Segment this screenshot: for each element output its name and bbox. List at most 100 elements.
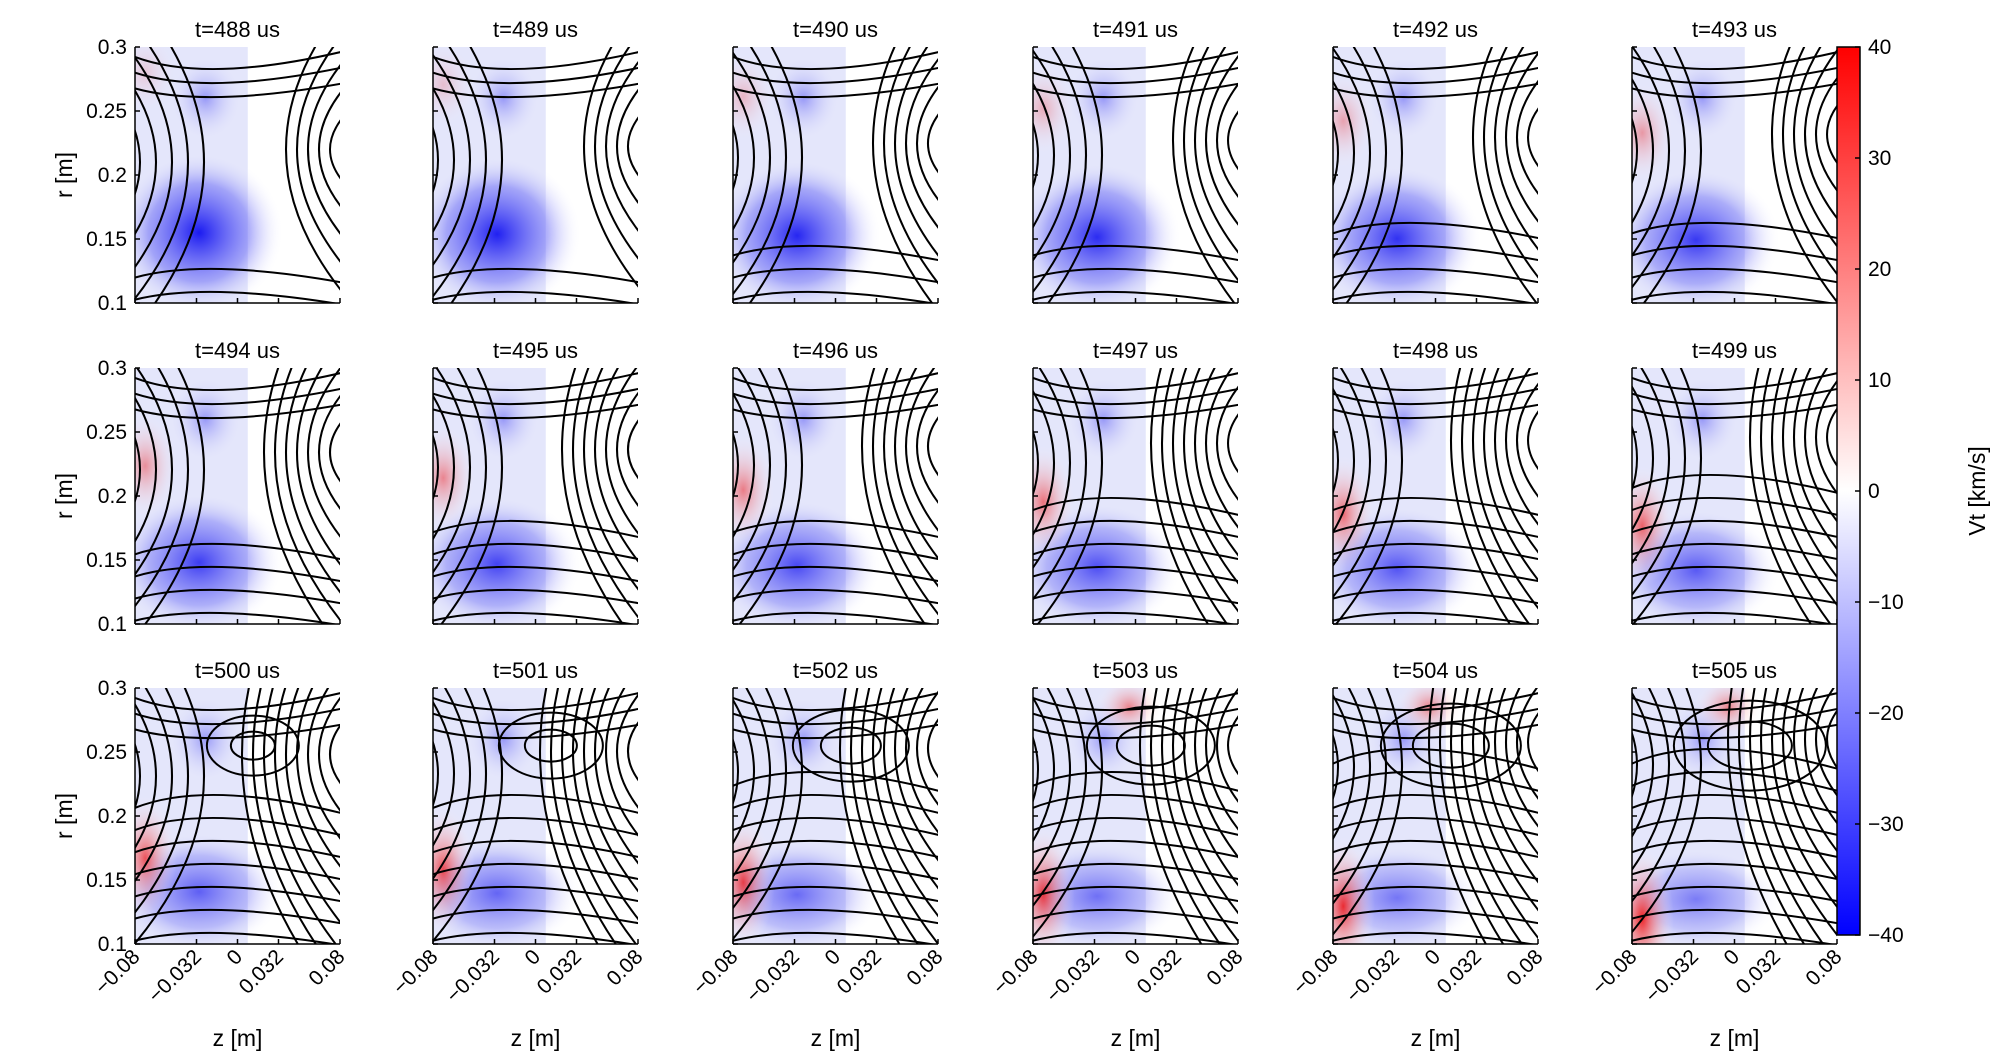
panel-title: t=504 us bbox=[1393, 658, 1478, 683]
x-tick-label: 0.08 bbox=[1801, 945, 1846, 990]
positive-velocity-region bbox=[1033, 444, 1075, 560]
panel-9: t=497 us bbox=[1032, 338, 1239, 625]
panel-title: t=490 us bbox=[793, 17, 878, 42]
heatmap bbox=[433, 688, 582, 944]
negative-velocity-region bbox=[166, 52, 245, 145]
panel-plot-area bbox=[433, 368, 638, 624]
colorbar-ticks: 40 30 20 10 0 −10 −20 −30 −40 bbox=[1855, 36, 1904, 947]
colorbar-tick-label: −10 bbox=[1868, 591, 1904, 614]
panel-3: t=491 us bbox=[1032, 17, 1239, 304]
x-axis-label: z [m] bbox=[1710, 1025, 1760, 1051]
panel-title: t=488 us bbox=[195, 17, 280, 42]
panel-title: t=501 us bbox=[493, 658, 578, 683]
flux-contours bbox=[135, 47, 340, 303]
panel-10: t=498 us bbox=[1332, 338, 1539, 625]
panel-title: t=500 us bbox=[195, 658, 280, 683]
x-tick-label: 0.08 bbox=[1202, 945, 1247, 990]
flux-contours bbox=[433, 688, 638, 944]
y-tick-label: 0.1 bbox=[98, 292, 127, 315]
x-tick-label: −0.08 bbox=[389, 945, 443, 999]
panel-plot-area bbox=[1033, 688, 1238, 944]
x-tick-label: 0 bbox=[1421, 945, 1446, 970]
panel-plot-area bbox=[1333, 368, 1538, 624]
colorbar-tick-label: 0 bbox=[1868, 480, 1880, 503]
x-tick-label: −0.032 bbox=[1342, 945, 1404, 1007]
colorbar-tick-label: −30 bbox=[1868, 813, 1904, 836]
heatmap bbox=[733, 368, 882, 624]
positive-velocity-region bbox=[1395, 688, 1463, 738]
panel-plot-area bbox=[1333, 688, 1538, 944]
panel-plot-area bbox=[433, 47, 638, 303]
panel-title: t=495 us bbox=[493, 338, 578, 363]
y-tick-label: 0.15 bbox=[86, 549, 127, 572]
heatmap bbox=[1333, 47, 1482, 303]
panel-plot-area bbox=[733, 688, 938, 944]
negative-velocity-region bbox=[1364, 52, 1443, 145]
y-tick-label: 0.15 bbox=[86, 228, 127, 251]
colorbar-tick-label: 10 bbox=[1868, 369, 1891, 392]
x-tick-label: −0.032 bbox=[1042, 945, 1104, 1007]
x-tick-label: 0.032 bbox=[1433, 945, 1486, 998]
x-tick-label: −0.032 bbox=[742, 945, 804, 1007]
positive-velocity-region bbox=[135, 47, 177, 114]
panel-title: t=489 us bbox=[493, 17, 578, 42]
colorbar: 40 30 20 10 0 −10 −20 −30 −40 Vt [km/s] bbox=[1836, 36, 1990, 947]
heatmap bbox=[733, 47, 882, 303]
colorbar-label: Vt [km/s] bbox=[1964, 446, 1990, 535]
flux-contours bbox=[433, 47, 638, 303]
panel-plot-area bbox=[1632, 368, 1837, 624]
y-axis-label: r [m] bbox=[51, 793, 77, 839]
negative-velocity-region bbox=[166, 693, 245, 786]
x-axis-label: z [m] bbox=[1111, 1025, 1161, 1051]
flux-contours bbox=[1632, 368, 1837, 624]
positive-velocity-region bbox=[1333, 455, 1375, 574]
x-tick-label: −0.08 bbox=[1588, 945, 1642, 999]
panel-title: t=505 us bbox=[1692, 658, 1777, 683]
positive-velocity-region bbox=[1333, 72, 1375, 169]
y-tick-label: 0.1 bbox=[98, 613, 127, 636]
x-tick-label: 0 bbox=[821, 945, 846, 970]
heatmap bbox=[1333, 688, 1482, 944]
negative-velocity-region bbox=[166, 373, 245, 466]
x-tick-label: 0 bbox=[521, 945, 546, 970]
y-tick-label: 0.25 bbox=[86, 100, 127, 123]
panel-title: t=496 us bbox=[793, 338, 878, 363]
panel-plot-area bbox=[1632, 47, 1837, 303]
x-tick-label: −0.032 bbox=[442, 945, 504, 1007]
negative-velocity-region bbox=[1033, 501, 1182, 624]
negative-velocity-region bbox=[1663, 373, 1742, 466]
flux-contours bbox=[1632, 688, 1837, 944]
flux-contours bbox=[733, 688, 938, 944]
heatmap bbox=[1033, 47, 1182, 303]
colorbar-tick-label: 30 bbox=[1868, 147, 1891, 170]
panel-title: t=499 us bbox=[1692, 338, 1777, 363]
negative-velocity-region bbox=[1064, 373, 1143, 466]
x-tick-label: 0.032 bbox=[1133, 945, 1186, 998]
flux-contours bbox=[1033, 47, 1238, 303]
y-axis-label: r [m] bbox=[51, 473, 77, 519]
positive-velocity-region bbox=[433, 424, 475, 532]
y-tick-label: 0.15 bbox=[86, 869, 127, 892]
panel-title: t=498 us bbox=[1393, 338, 1478, 363]
panel-plot-area bbox=[1333, 47, 1538, 303]
x-axis-label: z [m] bbox=[511, 1025, 561, 1051]
x-axis-label: z [m] bbox=[213, 1025, 263, 1051]
panel-plot-area bbox=[135, 47, 340, 303]
positive-velocity-region bbox=[1333, 836, 1375, 944]
x-tick-label: 0 bbox=[223, 945, 248, 970]
y-tick-label: 0.2 bbox=[98, 164, 127, 187]
colorbar-tick-label: −40 bbox=[1868, 924, 1904, 947]
panel-plot-area bbox=[135, 368, 340, 624]
y-tick-label: 0.3 bbox=[98, 357, 127, 380]
x-tick-label: 0.08 bbox=[1502, 945, 1547, 990]
panel-7: t=495 us bbox=[432, 338, 639, 625]
panel-plot-area bbox=[1033, 47, 1238, 303]
panel-6: 0.3 0.25 0.2 0.15 0.1 t=494 us r [m] bbox=[51, 338, 341, 636]
x-axis-label: z [m] bbox=[1411, 1025, 1461, 1051]
x-tick-label: −0.032 bbox=[1641, 945, 1703, 1007]
negative-velocity-region bbox=[764, 52, 843, 145]
negative-velocity-region bbox=[1364, 373, 1443, 466]
negative-velocity-region bbox=[1632, 167, 1781, 303]
panel-title: t=502 us bbox=[793, 658, 878, 683]
panel-plot-area bbox=[1632, 688, 1837, 944]
